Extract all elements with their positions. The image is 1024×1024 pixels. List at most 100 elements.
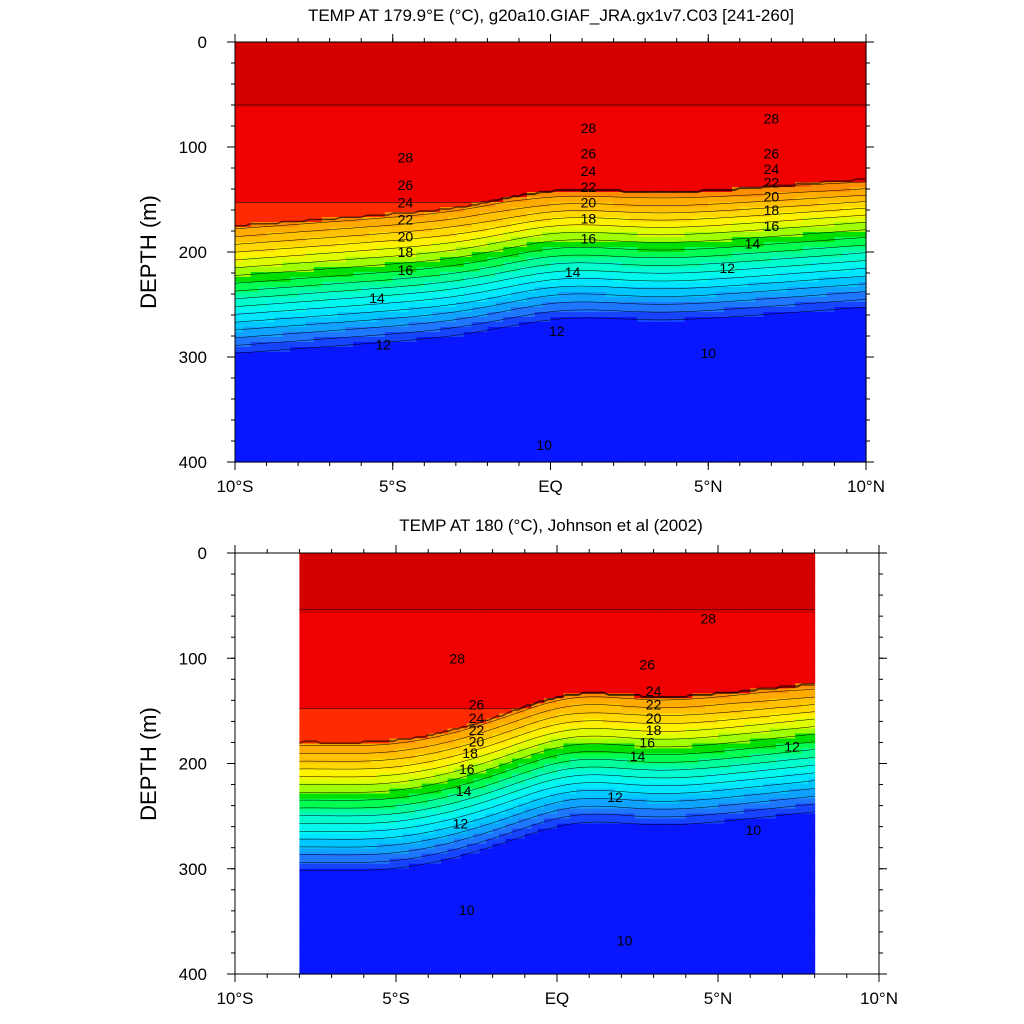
contour-cell [487, 97, 496, 103]
contour-cell [487, 437, 496, 443]
contour-cell [597, 222, 607, 228]
contour-cell [369, 227, 378, 233]
contour-cell [384, 107, 394, 113]
contour-cell [384, 62, 394, 68]
contour-cell [353, 97, 362, 103]
contour-cell [479, 287, 488, 293]
contour-cell [313, 362, 323, 368]
contour-cell [653, 337, 662, 343]
contour-cell [503, 382, 512, 388]
contour-cell [550, 237, 559, 243]
contour-cell [250, 157, 260, 163]
contour-cell [242, 322, 252, 328]
contour-cell [329, 87, 339, 93]
contour-cell [629, 252, 638, 258]
contour-cell [408, 452, 418, 458]
contour-cell [637, 332, 646, 338]
contour-cell [471, 297, 481, 303]
contour-cell [440, 292, 449, 298]
contour-cell [589, 292, 599, 298]
contour-cell [321, 282, 331, 288]
contour-cell [392, 412, 402, 418]
contour-cell [424, 287, 433, 293]
contour-cell [637, 452, 646, 458]
contour-cell [440, 402, 449, 408]
contour-cell [321, 232, 331, 238]
contour-cell [668, 57, 678, 63]
contour-cell [676, 357, 686, 363]
contour-cell [455, 172, 465, 178]
contour-cell [660, 207, 670, 213]
contour-cell [424, 327, 433, 333]
contour-cell [305, 297, 315, 303]
contour-cell [605, 367, 615, 373]
contour-cell [274, 182, 283, 188]
contour-cell [298, 317, 307, 323]
contour-cell [440, 52, 449, 58]
contour-cell [479, 392, 488, 398]
contour-cell [605, 392, 615, 398]
contour-cell [321, 97, 331, 103]
contour-cell [534, 242, 544, 248]
contour-cell [692, 432, 701, 438]
contour-cell [613, 362, 623, 368]
contour-cell [495, 177, 504, 183]
contour-cell [503, 42, 512, 48]
contour-cell [692, 267, 701, 273]
contour-cell [526, 222, 536, 228]
contour-cell [511, 217, 520, 223]
contour-cell [400, 52, 410, 58]
contour-cell [534, 437, 544, 443]
contour-cell [290, 352, 299, 358]
contour-cell [447, 242, 457, 248]
contour-cell [455, 162, 465, 168]
contour-cell [455, 407, 465, 413]
contour-cell [266, 172, 276, 178]
contour-cell [684, 247, 694, 253]
contour-cell [660, 227, 670, 233]
contour-cell [582, 317, 591, 323]
contour-cell [613, 242, 623, 248]
contour-cell [495, 82, 504, 88]
contour-cell [676, 252, 686, 258]
contour-cell [400, 362, 410, 368]
contour-cell [574, 142, 583, 148]
contour-cell [495, 167, 504, 173]
contour-cell [345, 452, 354, 458]
contour-cell [653, 127, 662, 133]
contour-cell [676, 367, 686, 373]
contour-cell [369, 307, 378, 313]
contour-cell [321, 272, 331, 278]
contour-cell [369, 47, 378, 53]
contour-cell [518, 397, 528, 403]
contour-cell [660, 72, 670, 78]
contour-cell [558, 347, 567, 353]
contour-cell [400, 57, 410, 63]
contour-cell [290, 142, 299, 148]
contour-cell [337, 342, 347, 348]
contour-cell [266, 262, 276, 268]
contour-cell [463, 362, 473, 368]
contour-cell [290, 217, 299, 223]
contour-cell [574, 302, 583, 308]
contour-cell [574, 207, 583, 213]
contour-cell [621, 177, 630, 183]
contour-cell [440, 427, 449, 433]
contour-cell [518, 97, 528, 103]
contour-cell [495, 307, 504, 313]
contour-cell [432, 452, 441, 458]
contour-cell [463, 42, 473, 48]
contour-cell [408, 142, 418, 148]
contour-cell [250, 387, 260, 393]
contour-cell [676, 97, 686, 103]
contour-cell [558, 262, 567, 268]
contour-cell [676, 302, 686, 308]
contour-cell [487, 372, 496, 378]
contour-cell [313, 72, 323, 78]
contour-cell [645, 242, 654, 248]
contour-cell [542, 287, 552, 293]
contour-cell [250, 382, 260, 388]
contour-cell [582, 172, 591, 178]
contour-cell [361, 357, 370, 363]
contour-cell [376, 452, 386, 458]
